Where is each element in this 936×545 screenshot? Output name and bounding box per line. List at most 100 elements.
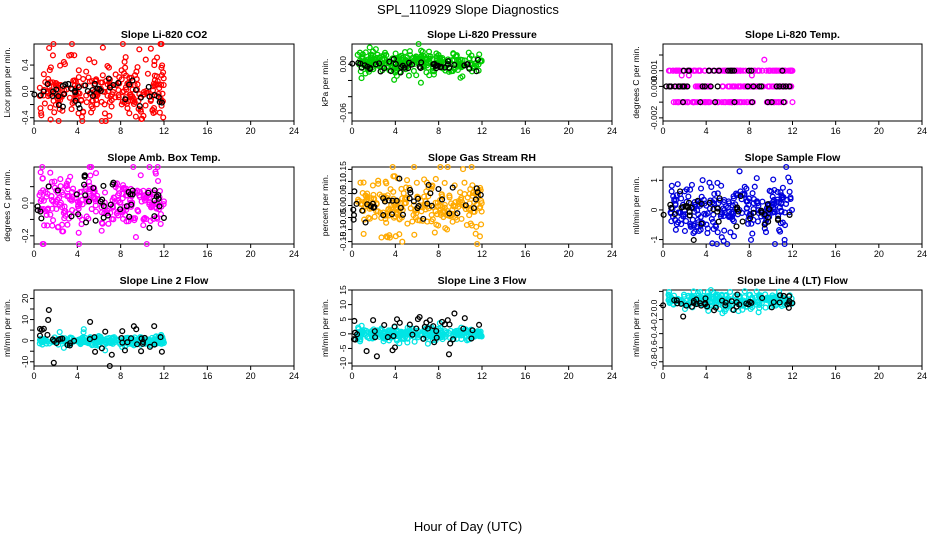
x-tick-label: 16 (202, 371, 212, 381)
x-tick-label: 24 (917, 249, 927, 259)
data-point (40, 197, 47, 204)
data-point (56, 328, 63, 336)
data-point-black (126, 81, 133, 88)
data-point (413, 72, 420, 79)
data-point-black (450, 336, 457, 343)
data-point (470, 208, 477, 215)
data-point (715, 99, 722, 106)
data-point-black (447, 340, 454, 347)
data-point-black (446, 321, 453, 328)
data-point (37, 109, 45, 116)
data-point-black (44, 81, 51, 88)
data-point (75, 240, 83, 248)
data-point (682, 99, 689, 106)
x-tick-label: 12 (787, 249, 797, 259)
data-point (754, 83, 761, 90)
data-point (383, 52, 390, 59)
x-tick-label: 20 (874, 126, 884, 136)
data-point-black (737, 193, 744, 200)
data-point (749, 230, 756, 237)
y-tick-label: 0.00 (338, 56, 348, 73)
data-point (696, 67, 703, 74)
data-point (444, 163, 451, 171)
data-point-black (702, 295, 709, 302)
data-point-black (377, 68, 384, 75)
data-point-black (130, 323, 137, 330)
data-point (687, 223, 694, 230)
data-point-black (418, 59, 425, 66)
data-point-black (49, 92, 56, 100)
data-point (431, 229, 438, 236)
data-point (742, 67, 749, 74)
data-point-black (716, 195, 723, 202)
data-point (694, 207, 701, 214)
data-point-black (157, 334, 164, 341)
y-axis-label: Licor ppm per min. (2, 47, 12, 117)
data-point-black (55, 102, 63, 109)
y-tick-label: -0.002 (649, 106, 659, 130)
x-tick-label: 16 (520, 371, 530, 381)
data-point-black (82, 192, 89, 199)
panel-title: Slope Sample Flow (745, 152, 842, 164)
panel-3: Slope Li-820 Temp. 0 4 8 12 16 20 24 -0.002 0.000… (631, 29, 927, 136)
data-point (83, 68, 90, 75)
data-point (466, 190, 473, 197)
data-point (370, 191, 377, 198)
data-point (779, 184, 786, 191)
x-tick-label: 12 (477, 371, 487, 381)
data-point-black (106, 362, 113, 370)
data-point-black (373, 353, 380, 360)
x-tick-label: 0 (349, 371, 354, 381)
x-tick-label: 8 (747, 371, 752, 381)
data-point-black (679, 83, 686, 90)
x-tick-label: 20 (874, 249, 884, 259)
data-point (474, 240, 481, 248)
data-point-black (98, 345, 105, 352)
data-point (778, 192, 785, 199)
data-point-black (350, 206, 357, 213)
data-point (783, 163, 790, 171)
data-point (154, 54, 161, 61)
data-point-black (61, 91, 68, 98)
data-point (747, 236, 755, 243)
data-point-black (707, 83, 714, 90)
data-point (40, 240, 47, 248)
data-point-black (433, 334, 440, 341)
data-point-black (389, 197, 396, 204)
data-point (404, 220, 411, 227)
data-point-black (55, 336, 62, 343)
data-point (786, 67, 793, 74)
data-point-black (764, 99, 771, 106)
data-point (47, 169, 54, 176)
data-point-black (362, 219, 369, 226)
data-point (64, 221, 71, 228)
data-point (48, 178, 55, 185)
data-point (776, 288, 783, 295)
y-tick-label: 0 (649, 207, 659, 212)
data-point-black (786, 83, 793, 90)
data-point-black (413, 325, 420, 332)
data-point-black (160, 214, 167, 221)
panel-title: Slope Amb. Box Temp. (107, 152, 220, 164)
data-point-black (701, 83, 708, 90)
data-point (370, 66, 377, 73)
data-point (785, 174, 792, 181)
data-point (413, 179, 420, 186)
data-point-black (151, 341, 158, 348)
data-point (727, 288, 734, 295)
data-point (470, 65, 477, 72)
data-point-black (117, 206, 124, 213)
data-point (392, 50, 399, 57)
data-point-black (779, 67, 786, 74)
data-point (357, 68, 364, 75)
data-point-black (158, 348, 165, 355)
x-tick-label: 24 (917, 126, 927, 136)
x-tick-label: 24 (607, 249, 617, 259)
data-point-black (45, 306, 52, 314)
data-point-black (371, 203, 378, 210)
data-point-black (748, 99, 756, 106)
panel-title: Slope Gas Stream RH (428, 152, 536, 164)
data-point-black (680, 67, 687, 74)
data-point (754, 218, 761, 225)
